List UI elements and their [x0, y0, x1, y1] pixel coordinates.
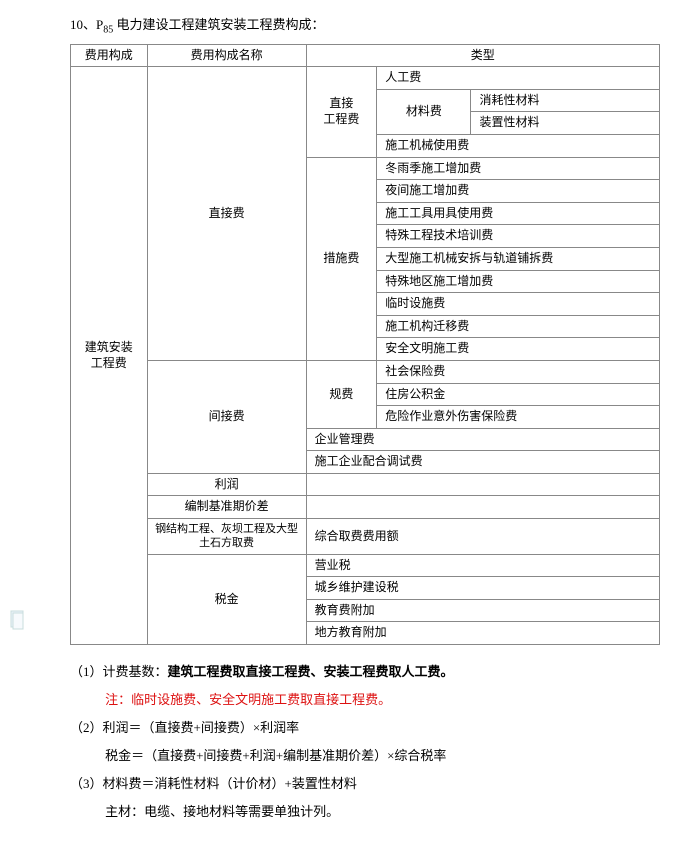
title-rest: 电力建设工程建筑安装工程费构成：: [117, 17, 325, 32]
fee-structure-table: 费用构成 费用构成名称 类型 建筑安装 工程费 直接费 直接 工程费 人工费 材…: [70, 44, 660, 645]
ms-tools: 施工工具用具使用费: [377, 202, 660, 225]
profit: 利润: [147, 473, 306, 496]
tax-edu: 教育费附加: [306, 599, 659, 622]
comp-fee: 综合取费费用额: [306, 519, 659, 555]
coop: 施工企业配合调试费: [306, 451, 659, 474]
labor: 人工费: [377, 67, 660, 90]
hazard: 危险作业意外伤害保险费: [377, 406, 660, 429]
document-icon: [10, 610, 26, 630]
blank-2: [306, 496, 659, 519]
ms-temp: 临时设施费: [377, 293, 660, 316]
tax-urban: 城乡维护建设税: [306, 577, 659, 600]
note-6: 主材：电缆、接地材料等需要单独计列。: [70, 799, 660, 825]
note-1: （1）计费基数：建筑工程费取直接工程费、安装工程费取人工费。: [70, 659, 660, 685]
ms-crane: 大型施工机械安拆与轨道铺拆费: [377, 247, 660, 270]
social: 社会保险费: [377, 360, 660, 383]
steel: 钢结构工程、灰坝工程及大型土石方取费: [147, 519, 306, 555]
machine: 施工机械使用费: [377, 134, 660, 157]
root-cell: 建筑安装 工程费: [71, 67, 148, 645]
section-title: 10、P85 电力建设工程建筑安装工程费构成：: [70, 14, 660, 36]
consumable: 消耗性材料: [471, 89, 660, 112]
housing: 住房公积金: [377, 383, 660, 406]
gui-fee: 规费: [306, 360, 377, 428]
mgmt: 企业管理费: [306, 428, 659, 451]
blank-1: [306, 473, 659, 496]
notes-block: （1）计费基数：建筑工程费取直接工程费、安装工程费取人工费。 注：临时设施费、安…: [70, 659, 660, 825]
ms-training: 特殊工程技术培训费: [377, 225, 660, 248]
indirect-fee: 间接费: [147, 360, 306, 473]
ms-night: 夜间施工增加费: [377, 180, 660, 203]
note-3: （2）利润＝（直接费+间接费）×利润率: [70, 715, 660, 741]
tax: 税金: [147, 554, 306, 644]
direct-fee: 直接费: [147, 67, 306, 361]
note-4: 税金＝（直接费+间接费+利润+编制基准期价差）×综合税率: [70, 743, 660, 769]
ms-special: 特殊地区施工增加费: [377, 270, 660, 293]
num: 10、: [70, 17, 96, 32]
p-sub: 85: [103, 25, 113, 36]
tax-biz: 营业税: [306, 554, 659, 577]
direct-eng: 直接 工程费: [306, 67, 377, 157]
ms-relocate: 施工机构迁移费: [377, 315, 660, 338]
hdr-c2: 费用构成名称: [147, 44, 306, 67]
installed: 装置性材料: [471, 112, 660, 135]
measure-fee: 措施费: [306, 157, 377, 360]
material: 材料费: [377, 89, 471, 134]
hdr-c1: 费用构成: [71, 44, 148, 67]
basediff: 编制基准期价差: [147, 496, 306, 519]
ms-winter: 冬雨季施工增加费: [377, 157, 660, 180]
tax-local: 地方教育附加: [306, 622, 659, 645]
note-5: （3）材料费＝消耗性材料（计价材）+装置性材料: [70, 771, 660, 797]
ms-safety: 安全文明施工费: [377, 338, 660, 361]
hdr-c3: 类型: [306, 44, 659, 67]
note-2: 注：临时设施费、安全文明施工费取直接工程费。: [70, 687, 660, 713]
